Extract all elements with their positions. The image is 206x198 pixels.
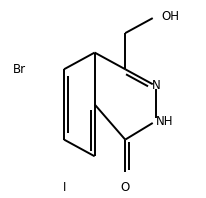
Text: O: O	[121, 181, 130, 194]
Text: OH: OH	[161, 10, 179, 23]
Text: I: I	[62, 181, 66, 194]
Text: NH: NH	[156, 115, 173, 128]
Text: Br: Br	[13, 63, 26, 76]
Text: N: N	[151, 79, 160, 92]
